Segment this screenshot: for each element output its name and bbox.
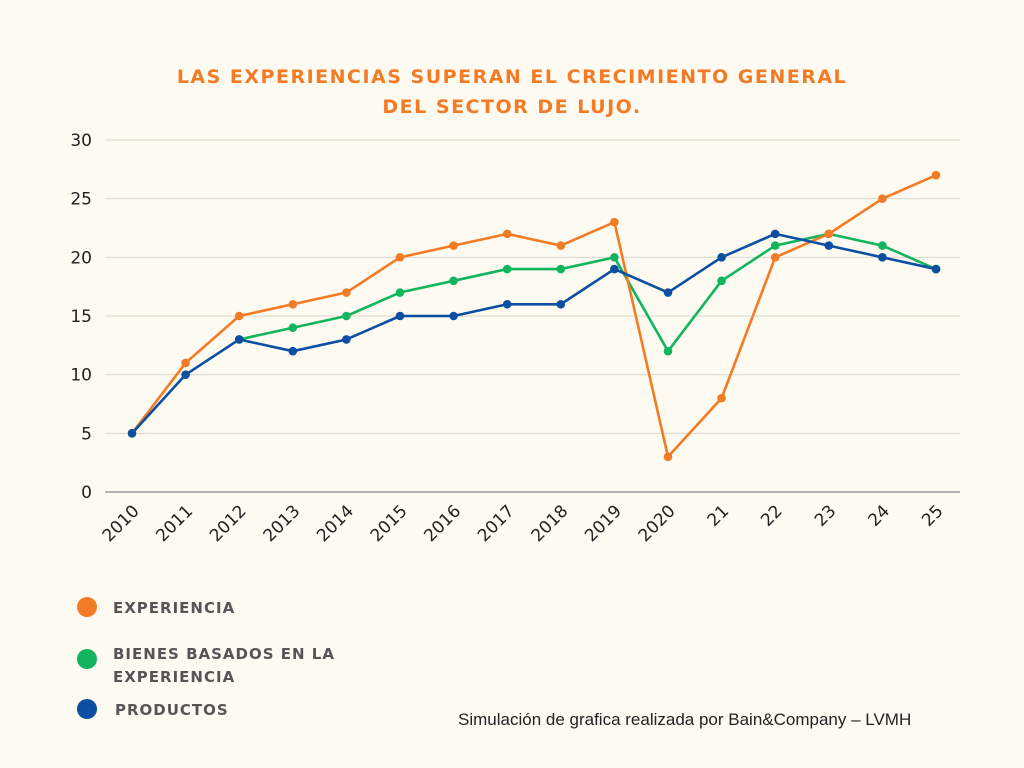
data-point — [556, 299, 566, 309]
x-tick-label: 2015 — [367, 501, 412, 546]
data-point — [342, 311, 351, 321]
x-tick-label: 2019 — [581, 501, 626, 546]
data-point — [931, 170, 941, 180]
chart-title-line-2: DEL SECTOR DE LUJO. — [382, 96, 642, 118]
data-point — [288, 323, 298, 333]
legend-item-productos: PRODUCTOS — [77, 699, 355, 722]
y-tick-label: 5 — [81, 424, 92, 444]
data-point — [181, 370, 190, 379]
y-axis-ticks: 0 5 10 15 20 25 30 — [70, 131, 92, 503]
data-point — [931, 264, 941, 274]
data-point — [127, 429, 137, 438]
data-point — [342, 335, 351, 344]
data-point — [234, 335, 244, 344]
x-tick-label: 2018 — [528, 501, 573, 546]
data-point — [502, 299, 512, 309]
legend-dot-bienes — [77, 649, 97, 669]
legend-label-bienes: BIENES BASADOS EN LA EXPERIENCIA — [113, 645, 335, 686]
data-point — [770, 241, 780, 250]
data-point — [610, 217, 619, 227]
data-point — [824, 241, 834, 250]
legend-dot-experiencia — [77, 597, 97, 617]
chart-title-line-1: LAS EXPERIENCIAS SUPERAN EL CRECIMIENTO … — [176, 66, 848, 88]
x-tick-label: 24 — [864, 501, 893, 530]
data-point — [449, 241, 458, 250]
data-point — [663, 288, 673, 297]
x-tick-label: 2016 — [420, 501, 465, 546]
y-tick-label: 25 — [70, 190, 92, 210]
data-point — [556, 264, 566, 274]
gridlines — [105, 139, 960, 493]
data-point — [770, 229, 780, 239]
data-point — [663, 346, 673, 356]
x-tick-label: 23 — [811, 501, 840, 530]
series-lines — [130, 174, 937, 459]
data-point — [663, 452, 673, 462]
x-tick-label: 22 — [757, 501, 786, 530]
data-point — [717, 393, 726, 403]
data-point — [770, 253, 780, 262]
x-tick-label: 2011 — [152, 501, 197, 546]
x-tick-label: 2020 — [635, 501, 680, 546]
data-point — [878, 194, 887, 203]
data-point — [395, 288, 405, 297]
x-axis-ticks: 2010 2011 2012 2013 2014 2015 2016 2017 2018 2019… — [99, 501, 948, 546]
x-tick-label: 2013 — [260, 501, 305, 546]
data-point — [449, 276, 458, 286]
y-tick-label: 30 — [70, 131, 92, 151]
data-point — [878, 241, 887, 250]
series-line-2 — [131, 232, 937, 435]
data-point — [395, 311, 405, 321]
x-tick-label: 2010 — [99, 501, 144, 546]
series-points — [127, 170, 941, 462]
data-point — [610, 264, 619, 274]
y-tick-label: 0 — [81, 483, 92, 503]
x-tick-label: 25 — [918, 501, 947, 530]
x-tick-label: 21 — [704, 501, 733, 530]
data-point — [234, 311, 244, 321]
data-point — [395, 253, 405, 262]
chart-title: LAS EXPERIENCIAS SUPERAN EL CRECIMIENTO … — [0, 62, 1024, 122]
data-point — [717, 276, 726, 286]
data-point — [824, 229, 834, 239]
y-tick-label: 15 — [70, 307, 92, 327]
data-point — [342, 288, 351, 297]
data-point — [610, 253, 619, 262]
legend-label-productos: PRODUCTOS — [115, 701, 229, 719]
data-point — [502, 229, 512, 239]
data-point — [556, 241, 566, 250]
x-tick-label: 2012 — [206, 501, 251, 546]
legend-label-experiencia: EXPERIENCIA — [113, 599, 236, 617]
y-tick-label: 10 — [70, 366, 92, 386]
data-point — [288, 346, 298, 356]
data-point — [717, 253, 726, 262]
series-line-1 — [238, 232, 937, 353]
data-point — [502, 264, 512, 274]
y-tick-label: 20 — [70, 248, 92, 268]
data-point — [449, 311, 458, 321]
data-point — [181, 358, 190, 368]
data-point — [878, 253, 887, 262]
source-note: Simulación de grafica realizada por Bain… — [458, 710, 912, 729]
legend-item-bienes: BIENES BASADOS EN LA EXPERIENCIA — [77, 643, 345, 689]
x-tick-label: 2017 — [474, 501, 519, 546]
data-point — [288, 299, 298, 309]
series-line-0 — [130, 174, 937, 459]
x-tick-label: 2014 — [313, 501, 358, 546]
legend-dot-productos — [77, 699, 97, 719]
legend-item-experiencia: EXPERIENCIA — [77, 597, 353, 620]
